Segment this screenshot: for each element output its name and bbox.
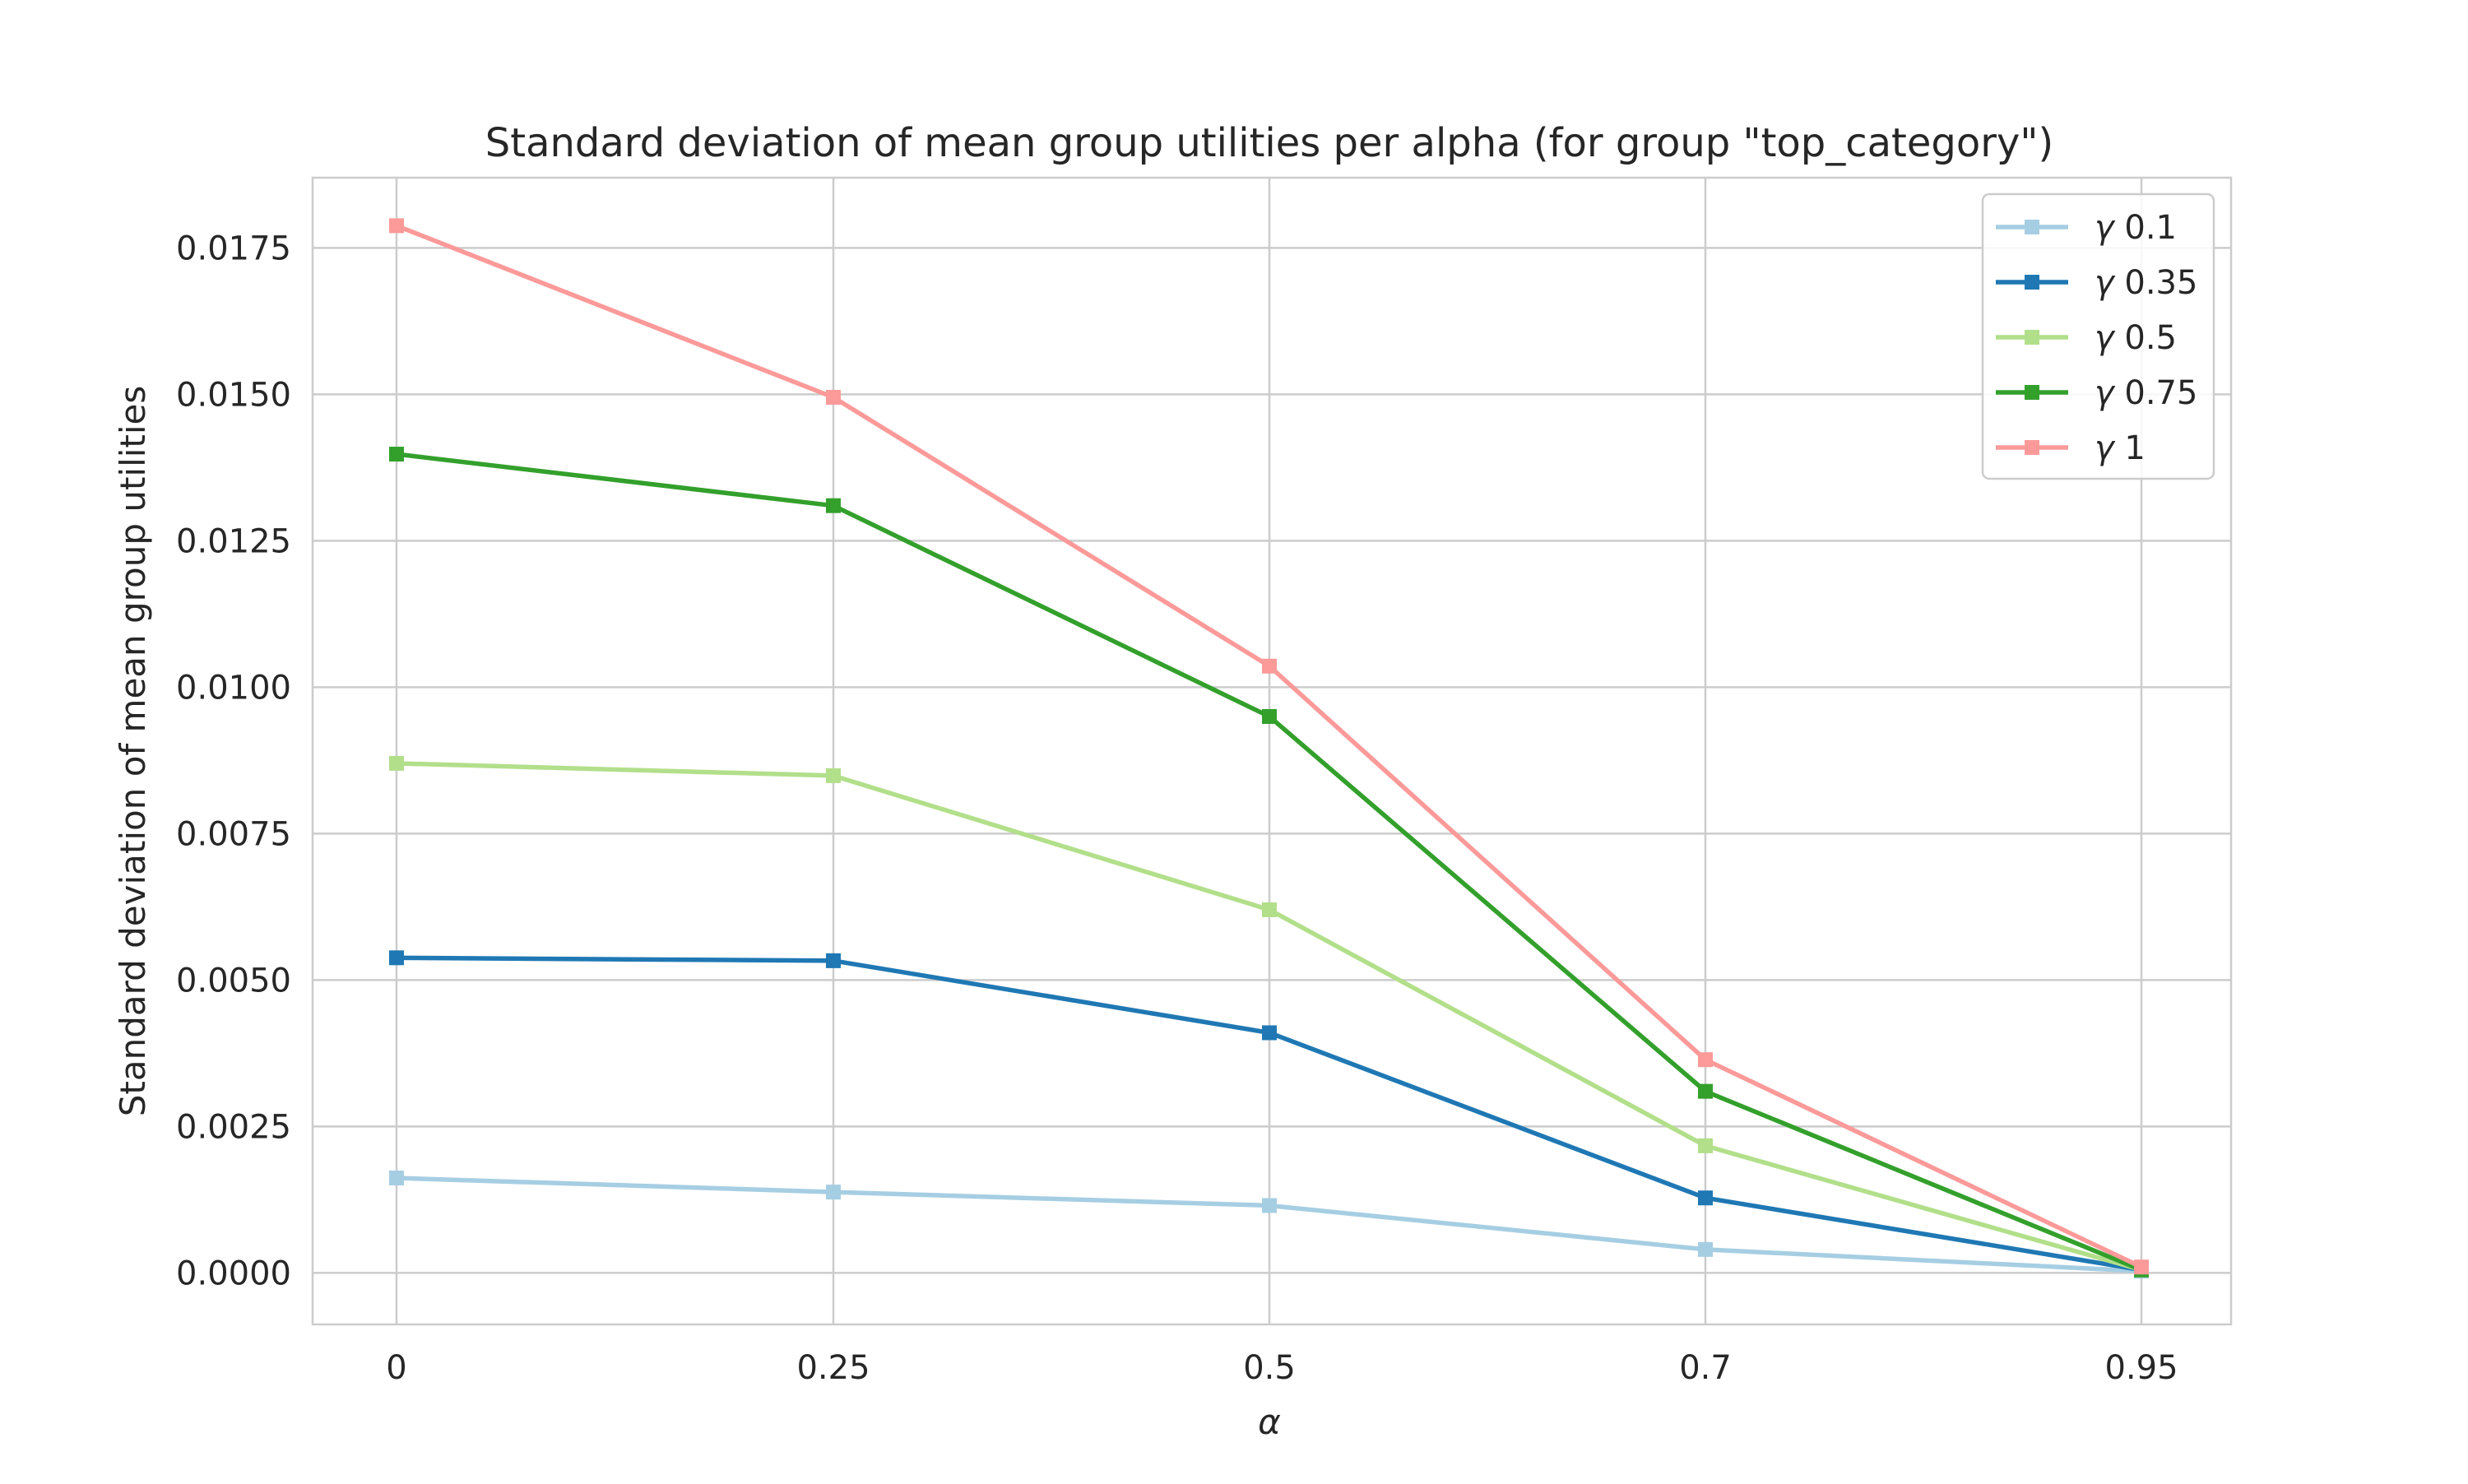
data-point xyxy=(1698,1190,1713,1206)
data-point xyxy=(826,1185,841,1200)
plot-area: 0.0000 0.0025 0.0050 0.0075 0.0100 0.0125 0.01… xyxy=(176,176,2233,1387)
data-point xyxy=(1262,1025,1277,1041)
data-point xyxy=(1698,1083,1713,1099)
data-point xyxy=(1698,1241,1713,1257)
y-tick-label: 0.0050 xyxy=(176,962,291,999)
x-tick-label: 0.5 xyxy=(1243,1349,1296,1387)
data-point xyxy=(826,768,841,783)
legend-marker xyxy=(2025,275,2039,290)
data-point xyxy=(826,498,841,513)
data-point xyxy=(1698,1138,1713,1153)
data-point xyxy=(389,447,404,462)
y-tick-label: 0.0125 xyxy=(176,522,291,560)
legend-marker xyxy=(2025,440,2039,455)
data-point xyxy=(1698,1052,1713,1068)
data-point xyxy=(1262,658,1277,674)
y-tick-label: 0.0000 xyxy=(176,1254,291,1292)
legend-label: γ 0.35 xyxy=(2095,264,2197,302)
y-tick-label: 0.0075 xyxy=(176,815,291,853)
data-point xyxy=(1262,1198,1277,1213)
data-point xyxy=(389,1171,404,1186)
plot-border xyxy=(311,176,2233,1326)
data-point xyxy=(2134,1259,2149,1275)
x-tick-label: 0 xyxy=(386,1349,406,1387)
legend-marker xyxy=(2025,330,2039,345)
x-tick-label: 0.95 xyxy=(2104,1349,2178,1387)
legend-frame xyxy=(1981,192,2215,480)
data-point xyxy=(389,755,404,771)
data-point xyxy=(389,218,404,234)
legend-label: γ 1 xyxy=(2095,429,2146,467)
data-point xyxy=(389,950,404,966)
legend-label: γ 0.5 xyxy=(2095,319,2177,357)
data-point xyxy=(826,953,841,968)
y-tick-label: 0.0150 xyxy=(176,376,291,414)
data-point xyxy=(1262,708,1277,724)
chart-title: Standard deviation of mean group utiliti… xyxy=(485,120,2053,166)
legend-label: γ 0.1 xyxy=(2095,209,2177,247)
x-axis-title: α xyxy=(1258,1402,1281,1442)
y-tick-label: 0.0100 xyxy=(176,669,291,707)
legend-label: γ 0.75 xyxy=(2095,374,2197,412)
x-tick-label: 0.7 xyxy=(1679,1349,1732,1387)
y-tick-label: 0.0025 xyxy=(176,1108,291,1146)
plot-background xyxy=(313,178,2231,1324)
y-axis-title: Standard deviation of mean group utiliti… xyxy=(113,386,153,1117)
data-point xyxy=(826,389,841,405)
legend: γ 0.1 γ 0.35 γ 0.5 γ 0.75 γ 1 xyxy=(1981,192,2215,480)
legend-marker xyxy=(2025,220,2039,234)
legend-marker xyxy=(2025,385,2039,400)
data-point xyxy=(1262,902,1277,917)
y-tick-label: 0.0175 xyxy=(176,230,291,267)
x-tick-label: 0.25 xyxy=(796,1349,870,1387)
